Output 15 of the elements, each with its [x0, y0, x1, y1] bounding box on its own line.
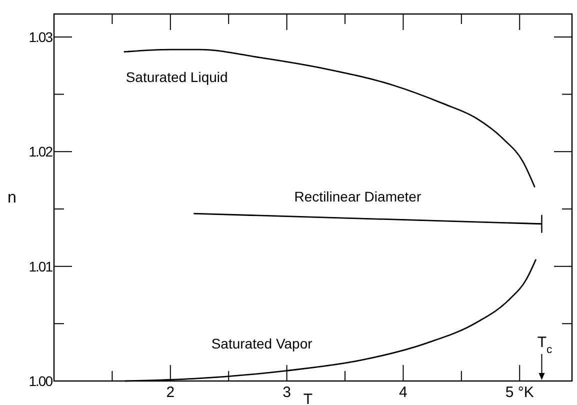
x-tick-label: 3	[282, 384, 291, 401]
y-tick-label: 1.00	[28, 373, 54, 389]
y-tick-label: 1.02	[28, 144, 54, 160]
line-series	[123, 48, 536, 188]
ref-line-label: T$_{c}$	[537, 334, 553, 356]
x-tick-label: 5 °K	[505, 384, 534, 401]
y-axis-title: n	[8, 190, 16, 206]
y-tick-label: 1.03	[28, 28, 54, 45]
x-tick-label: 4	[399, 384, 408, 401]
y-tick-label: 1.01	[28, 258, 54, 274]
series-label: Saturated Vapor	[211, 336, 313, 352]
series-label: Rectilinear Diameter	[294, 188, 422, 205]
x-tick-label: 2	[166, 384, 175, 401]
series-label: Saturated Liquid	[126, 68, 228, 85]
x-axis-title: T	[303, 391, 313, 405]
